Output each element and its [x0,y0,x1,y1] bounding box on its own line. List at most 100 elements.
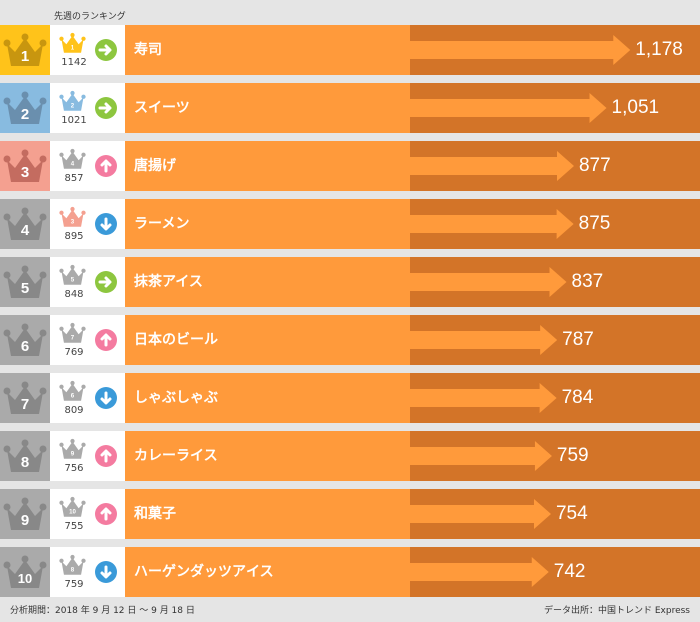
trend-down-arrow-icon [95,213,117,235]
last-week-value: 769 [64,347,84,358]
last-week-crown-icon: 8 [59,554,86,575]
value-arrow-bar [410,93,607,123]
item-name: ラーメン [125,199,410,249]
value-label: 787 [562,329,594,350]
last-week-crown-icon: 7 [59,322,86,343]
last-week-crown-icon: 10 [59,496,86,517]
rank-badge: 4 [0,199,50,249]
last-week-cell: 7 769 [50,315,125,365]
rank-number: 2 [21,106,29,123]
last-week-value: 809 [64,405,84,416]
last-week-crown-icon: 3 [59,206,86,227]
svg-text:10: 10 [69,509,76,516]
value-bar-area: 759 [410,431,700,481]
last-week-cell: 3 895 [50,199,125,249]
ranking-row: 3 4 857 唐揚げ 877 [0,141,700,191]
svg-text:8: 8 [71,567,75,574]
crown-icon: 10 [3,555,47,588]
value-arrow-bar [410,35,631,65]
ranking-row: 10 8 759 ハーゲンダッツアイス 742 [0,547,700,597]
item-name: 寿司 [125,25,410,75]
rank-badge: 7 [0,373,50,423]
last-week-value: 756 [64,463,84,474]
value-bar-area: 784 [410,373,700,423]
ranking-row: 9 10 755 和菓子 754 [0,489,700,539]
last-week-cell: 6 809 [50,373,125,423]
last-week-value: 759 [64,579,84,590]
item-name: 和菓子 [125,489,410,539]
crown-icon: 3 [3,149,47,182]
rank-number: 7 [21,396,29,413]
rank-number: 6 [21,338,29,355]
last-week-cell: 4 857 [50,141,125,191]
last-week-cell: 1 1142 [50,25,125,75]
ranking-row: 2 2 1021 スイーツ 1,051 [0,83,700,133]
crown-icon: 2 [3,91,47,124]
value-arrow-bar [410,557,549,587]
svg-text:1: 1 [71,45,75,52]
value-bar-area: 787 [410,315,700,365]
svg-text:9: 9 [71,451,75,458]
last-week-cell: 5 848 [50,257,125,307]
last-week-cell: 10 755 [50,489,125,539]
crown-icon: 9 [3,497,47,530]
rank-badge: 1 [0,25,50,75]
item-name: 唐揚げ [125,141,410,191]
last-week-cell: 9 756 [50,431,125,481]
svg-text:6: 6 [71,393,75,400]
ranking-row: 4 3 895 ラーメン 875 [0,199,700,249]
last-week-crown-icon: 2 [59,90,86,111]
svg-text:3: 3 [71,219,75,226]
trend-down-arrow-icon [95,561,117,583]
value-arrow-bar [410,499,551,529]
value-arrow-bar [410,383,557,413]
value-bar-area: 877 [410,141,700,191]
rank-number: 4 [21,222,30,239]
item-name: スイーツ [125,83,410,133]
trend-up-arrow-icon [95,155,117,177]
last-week-value: 755 [64,521,84,532]
rank-badge: 10 [0,547,50,597]
item-name: カレーライス [125,431,410,481]
value-label: 875 [578,213,611,234]
trend-right-arrow-icon [95,271,117,293]
value-arrow-bar [410,151,574,181]
value-bar-area: 1,178 [410,25,700,75]
rank-badge: 5 [0,257,50,307]
trend-right-arrow-icon [95,39,117,61]
rank-number: 10 [18,571,32,586]
value-arrow-bar [410,267,567,297]
last-week-crown-icon: 1 [59,32,86,53]
value-arrow-bar [410,441,552,471]
svg-text:5: 5 [71,277,75,284]
last-week-value: 1021 [61,115,87,126]
last-week-cell: 2 1021 [50,83,125,133]
value-label: 759 [556,445,589,466]
value-arrow-bar [410,209,574,239]
svg-text:4: 4 [71,161,75,168]
item-name: 日本のビール [125,315,410,365]
trend-down-arrow-icon [95,387,117,409]
last-week-value: 1142 [61,57,87,68]
rank-badge: 8 [0,431,50,481]
rank-badge: 2 [0,83,50,133]
ranking-row: 7 6 809 しゃぶしゃぶ 784 [0,373,700,423]
crown-icon: 7 [3,381,47,414]
last-week-crown-icon: 9 [59,438,86,459]
last-week-cell: 8 759 [50,547,125,597]
item-name: 抹茶アイス [125,257,410,307]
ranking-row: 8 9 756 カレーライス 759 [0,431,700,481]
rank-number: 1 [21,48,29,65]
value-bar-area: 1,051 [410,83,700,133]
value-bar-area: 837 [410,257,700,307]
item-name: ハーゲンダッツアイス [125,547,410,597]
crown-icon: 6 [3,323,47,356]
last-week-crown-icon: 5 [59,264,86,285]
value-label: 877 [578,155,611,176]
value-label: 837 [571,271,604,292]
value-label: 784 [561,387,594,408]
rank-badge: 3 [0,141,50,191]
ranking-row: 1 1 1142 寿司 1,178 [0,25,700,75]
analysis-period: 分析期間：2018 年 9 月 12 日 ～ 9 月 18 日 [10,606,195,616]
